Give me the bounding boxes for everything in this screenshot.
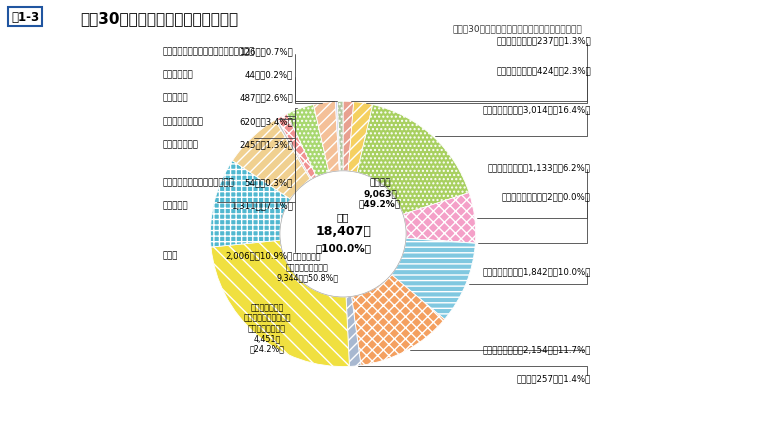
Text: 1,311人（7.1%）: 1,311人（7.1%） [231,201,293,210]
Text: 平成30年度における職員の採用状況: 平成30年度における職員の採用状況 [80,11,238,26]
Text: 人事交流による
特別職・地方公務員・
公庫等からの採用
4,451人
（24.2%）: 人事交流による 特別職・地方公務員・ 公庫等からの採用 4,451人 （24.2… [243,302,290,353]
Text: 医療職・福祉職: 医療職・福祉職 [163,140,198,148]
Circle shape [280,171,406,297]
Text: （100.0%）: （100.0%） [315,243,371,252]
Wedge shape [211,161,290,247]
Text: 一般職（高卒）　1,133人（6.2%）: 一般職（高卒） 1,133人（6.2%） [488,163,591,171]
Text: 54人（0.3%）: 54人（0.3%） [245,178,293,187]
Text: 選考採用等、
試験採用以外の採用
9,344人（50.8%）: 選考採用等、 試験採用以外の採用 9,344人（50.8%） [277,252,338,282]
Wedge shape [287,105,329,178]
Wedge shape [346,297,361,367]
Wedge shape [403,193,476,243]
Text: 任期付研究員: 任期付研究員 [163,70,193,79]
Text: 487人（2.6%）: 487人（2.6%） [239,93,293,102]
Text: 専門職（大卒）　1,842人（10.0%）: 専門職（大卒） 1,842人（10.0%） [483,266,591,275]
Wedge shape [314,102,340,173]
Text: 行政執行法人におけるその他の選考採用: 行政執行法人におけるその他の選考採用 [163,48,255,56]
Wedge shape [337,102,343,171]
Text: 18,407人: 18,407人 [315,225,371,238]
Text: 図1-3: 図1-3 [11,11,40,24]
Text: 一般職（大卒）　3,014人（16.4%）: 一般職（大卒） 3,014人（16.4%） [483,105,591,114]
Text: その他の選考採用: その他の選考採用 [163,117,204,126]
Text: 技能・労務職（行政職（二））: 技能・労務職（行政職（二）） [163,178,234,187]
Text: 総数: 総数 [337,212,350,222]
Wedge shape [348,102,372,173]
Text: 一般職（社会人）　2人（0.0%）: 一般職（社会人） 2人（0.0%） [502,192,591,201]
Text: 再任用: 再任用 [163,250,178,259]
Text: 試験採用
9,063人
（49.2%）: 試験採用 9,063人 （49.2%） [359,178,401,208]
Text: 126人（0.7%）: 126人（0.7%） [239,48,293,56]
Text: 総合職（院卒）　237人（1.3%）: 総合職（院卒） 237人（1.3%） [496,37,591,46]
Text: 経験者　257人（1.4%）: 経験者 257人（1.4%） [517,373,591,382]
Text: 620人（3.4%）: 620人（3.4%） [239,117,293,126]
Wedge shape [233,121,311,200]
Wedge shape [357,105,469,215]
Text: 2,006人（10.9%）: 2,006人（10.9%） [226,250,293,259]
Text: 245人（1.3%）: 245人（1.3%） [239,140,293,148]
Wedge shape [335,102,340,171]
Wedge shape [391,239,475,319]
Text: 44人（0.2%）: 44人（0.2%） [245,70,293,79]
Wedge shape [277,115,316,180]
Text: （平成30年度一般職の国家公務員の任用状況調査）: （平成30年度一般職の国家公務員の任用状況調査） [452,24,582,33]
Text: 総合職（大卒）　424人（2.3%）: 総合職（大卒） 424人（2.3%） [496,66,591,75]
Wedge shape [406,239,475,244]
Wedge shape [275,119,312,180]
Text: 専門職（高卒）　2,154人（11.7%）: 専門職（高卒） 2,154人（11.7%） [483,345,591,354]
Text: 任期付職員: 任期付職員 [163,93,188,102]
Wedge shape [211,240,350,367]
Wedge shape [343,102,353,171]
Wedge shape [352,275,445,365]
Text: 任期付採用: 任期付採用 [163,201,188,210]
